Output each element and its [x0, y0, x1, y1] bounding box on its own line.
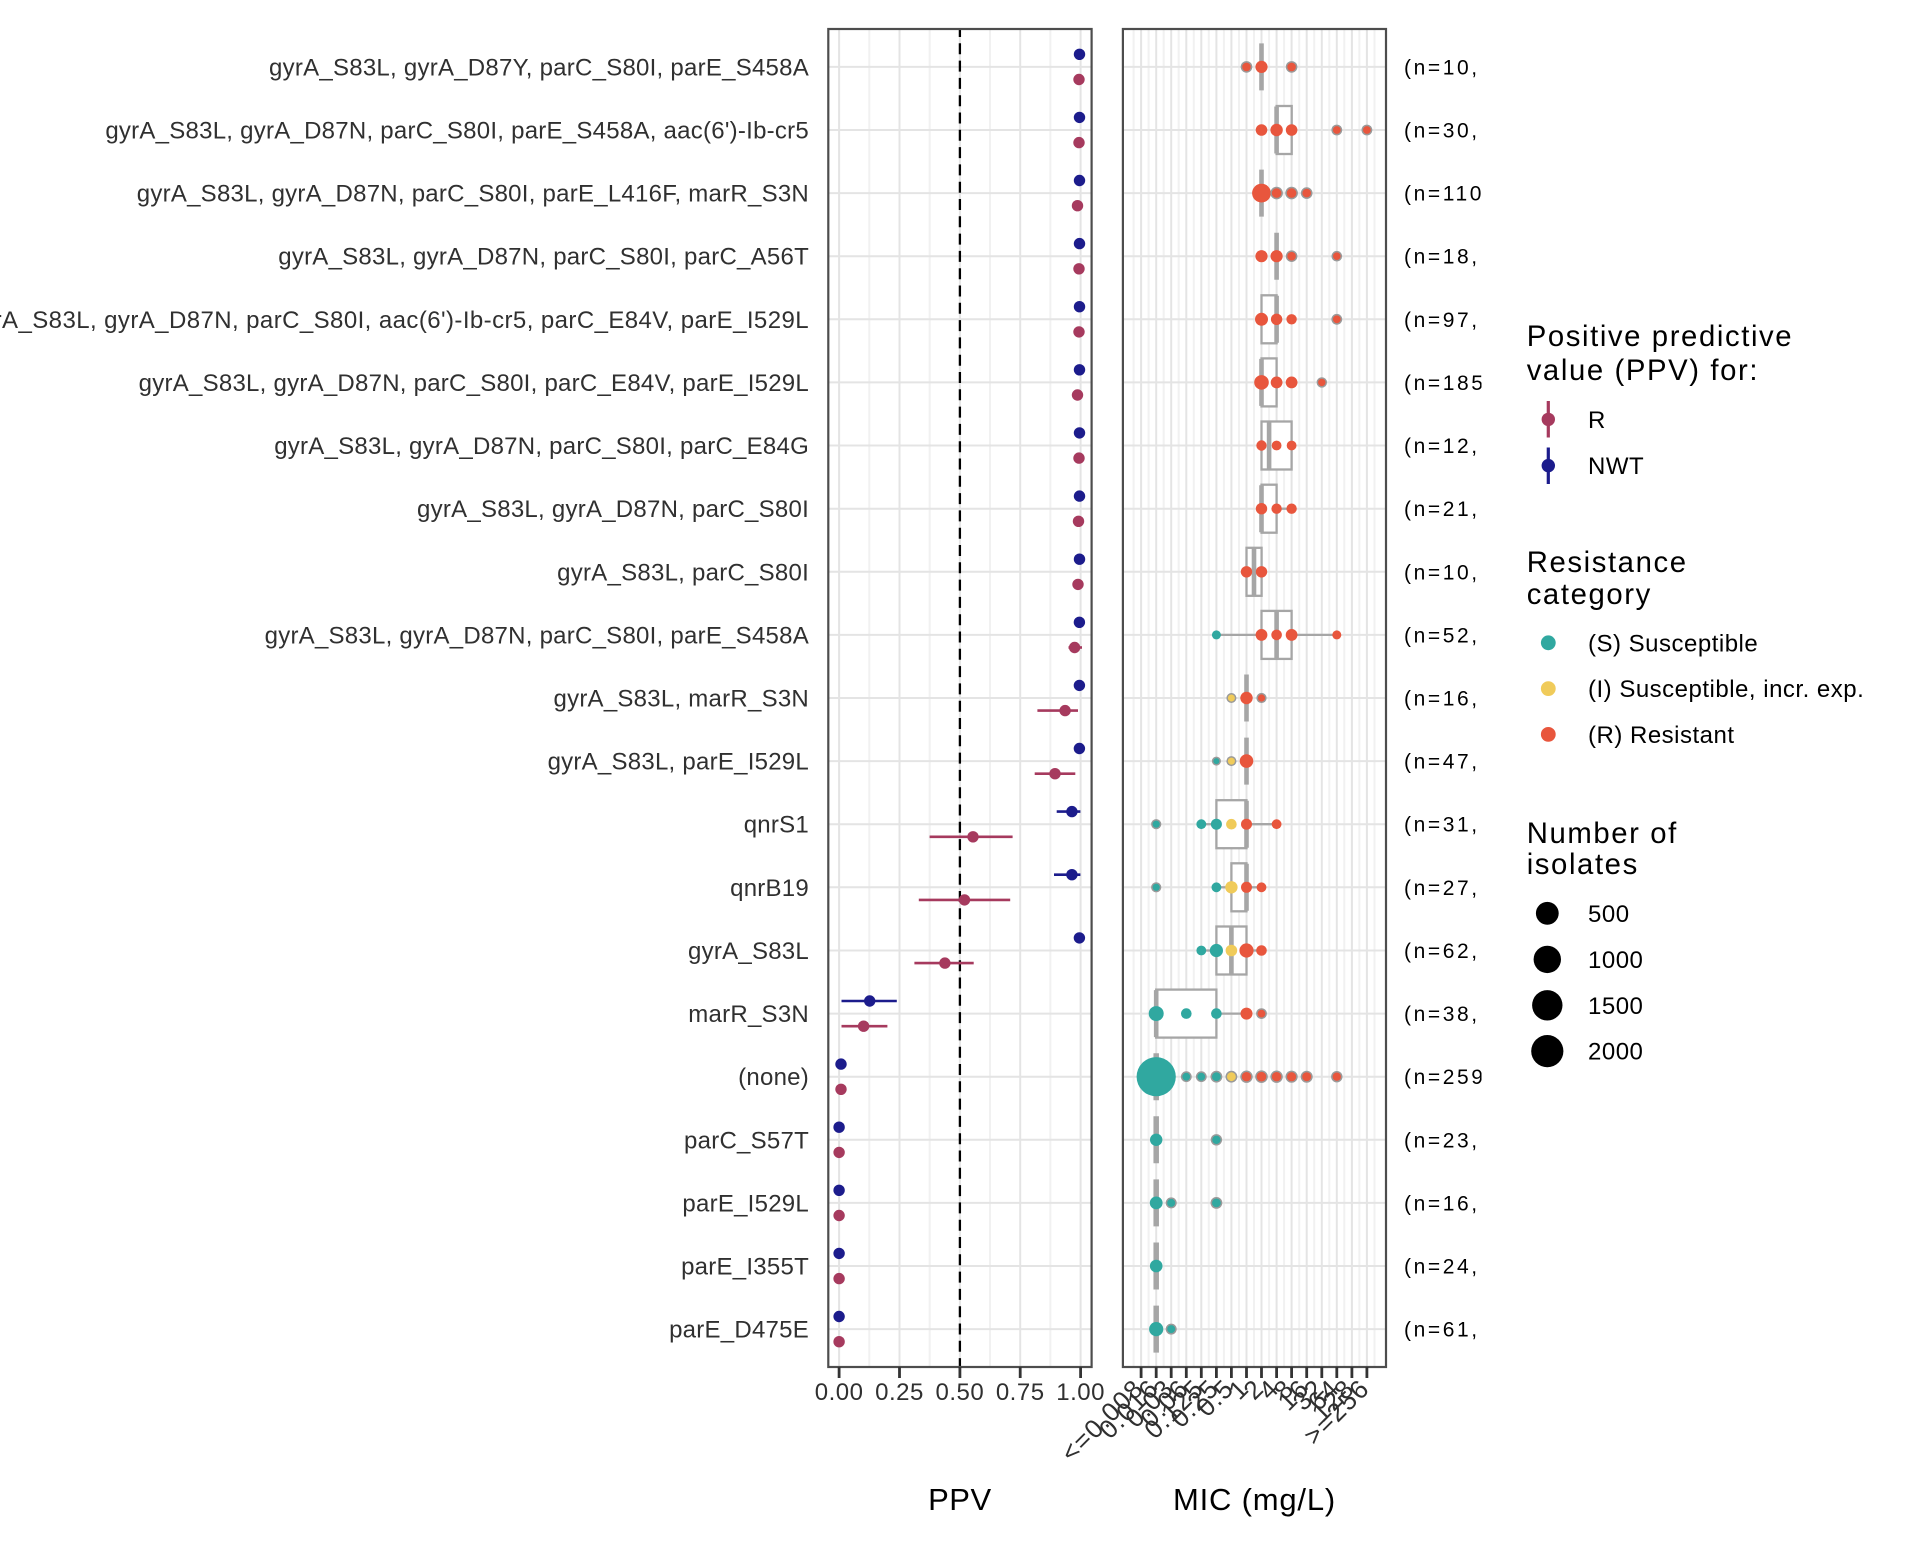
svg-text:(n=18, 10: (n=18, 10 — [1404, 246, 1517, 269]
svg-text:qnrB19: qnrB19 — [730, 875, 809, 902]
svg-text:parE_D475E: parE_D475E — [669, 1317, 809, 1344]
svg-text:(n=31, 55: (n=31, 55 — [1404, 814, 1517, 837]
svg-text:qnrS1: qnrS1 — [744, 812, 809, 839]
svg-text:(n=30, 10: (n=30, 10 — [1404, 120, 1517, 143]
svg-text:gyrA_S83L, gyrA_D87Y, parC_S80: gyrA_S83L, gyrA_D87Y, parC_S80I, parE_S4… — [269, 54, 809, 81]
svg-text:2000: 2000 — [1588, 1039, 1643, 1066]
svg-text:category: category — [1527, 578, 1652, 611]
svg-text:(R) Resistant: (R) Resistant — [1588, 722, 1735, 749]
svg-text:0.50: 0.50 — [936, 1379, 985, 1406]
svg-text:R: R — [1588, 407, 1606, 434]
svg-text:gyrA_S83L, gyrA_D87N, parC_S80: gyrA_S83L, gyrA_D87N, parC_S80I, parC_E8… — [139, 370, 809, 397]
svg-text:parC_S57T: parC_S57T — [684, 1127, 809, 1154]
svg-text:(n=2590,: (n=2590, — [1404, 1066, 1508, 1089]
svg-text:gyrA_S83L, gyrA_D87N, parC_S80: gyrA_S83L, gyrA_D87N, parC_S80I, aac(6')… — [0, 307, 809, 334]
svg-text:(n=24, 0%: (n=24, 0% — [1404, 1256, 1524, 1279]
svg-text:(n=21, 10: (n=21, 10 — [1404, 498, 1517, 521]
svg-text:gyrA_S83L, gyrA_D87N, parC_S80: gyrA_S83L, gyrA_D87N, parC_S80I, parC_E8… — [274, 433, 809, 460]
svg-text:(n=97, 10: (n=97, 10 — [1404, 309, 1517, 332]
svg-text:isolates: isolates — [1527, 848, 1639, 881]
svg-text:parE_I529L: parE_I529L — [682, 1190, 809, 1217]
svg-text:gyrA_S83L: gyrA_S83L — [688, 938, 809, 965]
svg-text:(n=185, 9: (n=185, 9 — [1404, 372, 1517, 395]
svg-text:(n=10, 10: (n=10, 10 — [1404, 561, 1517, 584]
svg-text:(n=110, 9: (n=110, 9 — [1404, 183, 1515, 206]
svg-text:(n=27, 52: (n=27, 52 — [1404, 877, 1517, 900]
svg-text:PPV: PPV — [928, 1482, 992, 1517]
svg-text:gyrA_S83L, gyrA_D87N, parC_S80: gyrA_S83L, gyrA_D87N, parC_S80I — [417, 496, 809, 523]
svg-text:500: 500 — [1588, 901, 1630, 928]
svg-text:NWT: NWT — [1588, 453, 1644, 480]
svg-text:Positive predictive: Positive predictive — [1527, 320, 1794, 353]
svg-text:value (PPV) for:: value (PPV) for: — [1527, 354, 1759, 387]
svg-text:(n=16, 10: (n=16, 10 — [1404, 688, 1517, 711]
svg-text:parE_I355T: parE_I355T — [681, 1254, 809, 1281]
svg-text:gyrA_S83L, gyrA_D87N, parC_S80: gyrA_S83L, gyrA_D87N, parC_S80I, parE_S4… — [105, 118, 809, 145]
svg-text:0.75: 0.75 — [996, 1379, 1045, 1406]
svg-text:(n=38, 11: (n=38, 11 — [1404, 1003, 1515, 1026]
svg-text:(n=47, 97: (n=47, 97 — [1404, 751, 1517, 774]
svg-text:gyrA_S83L, parC_S80I: gyrA_S83L, parC_S80I — [557, 559, 809, 586]
svg-text:Number of: Number of — [1527, 817, 1678, 850]
svg-text:(S) Susceptible: (S) Susceptible — [1588, 630, 1758, 657]
svg-text:gyrA_S83L, gyrA_D87N, parC_S80: gyrA_S83L, gyrA_D87N, parC_S80I, parE_S4… — [265, 622, 809, 649]
svg-text:(n=52, 98: (n=52, 98 — [1404, 624, 1517, 647]
svg-text:MIC (mg/L): MIC (mg/L) — [1173, 1482, 1336, 1517]
svg-text:1.00: 1.00 — [1056, 1379, 1105, 1406]
svg-text:Resistance: Resistance — [1527, 546, 1688, 579]
svg-text:(n=23, 0%: (n=23, 0% — [1404, 1129, 1524, 1152]
svg-text:marR_S3N: marR_S3N — [688, 1001, 809, 1028]
svg-text:1000: 1000 — [1588, 947, 1643, 974]
svg-text:(n=62, 44: (n=62, 44 — [1404, 940, 1517, 963]
svg-text:(I) Susceptible, incr. exp.: (I) Susceptible, incr. exp. — [1588, 676, 1864, 703]
svg-text:gyrA_S83L, gyrA_D87N, parC_S80: gyrA_S83L, gyrA_D87N, parC_S80I, parC_A5… — [278, 244, 809, 271]
svg-text:(n=10, 10: (n=10, 10 — [1404, 56, 1517, 79]
svg-text:gyrA_S83L, parE_I529L: gyrA_S83L, parE_I529L — [548, 749, 809, 776]
svg-text:(none): (none) — [738, 1064, 809, 1091]
svg-text:0.25: 0.25 — [875, 1379, 924, 1406]
svg-text:0.00: 0.00 — [815, 1379, 864, 1406]
svg-text:(n=16, 0%: (n=16, 0% — [1404, 1192, 1524, 1215]
svg-text:(n=12, 10: (n=12, 10 — [1404, 435, 1517, 458]
svg-text:(n=61, 0%: (n=61, 0% — [1404, 1319, 1524, 1342]
svg-text:gyrA_S83L, marR_S3N: gyrA_S83L, marR_S3N — [553, 686, 809, 713]
svg-text:1500: 1500 — [1588, 993, 1643, 1020]
svg-text:gyrA_S83L, gyrA_D87N, parC_S80: gyrA_S83L, gyrA_D87N, parC_S80I, parE_L4… — [137, 181, 809, 208]
